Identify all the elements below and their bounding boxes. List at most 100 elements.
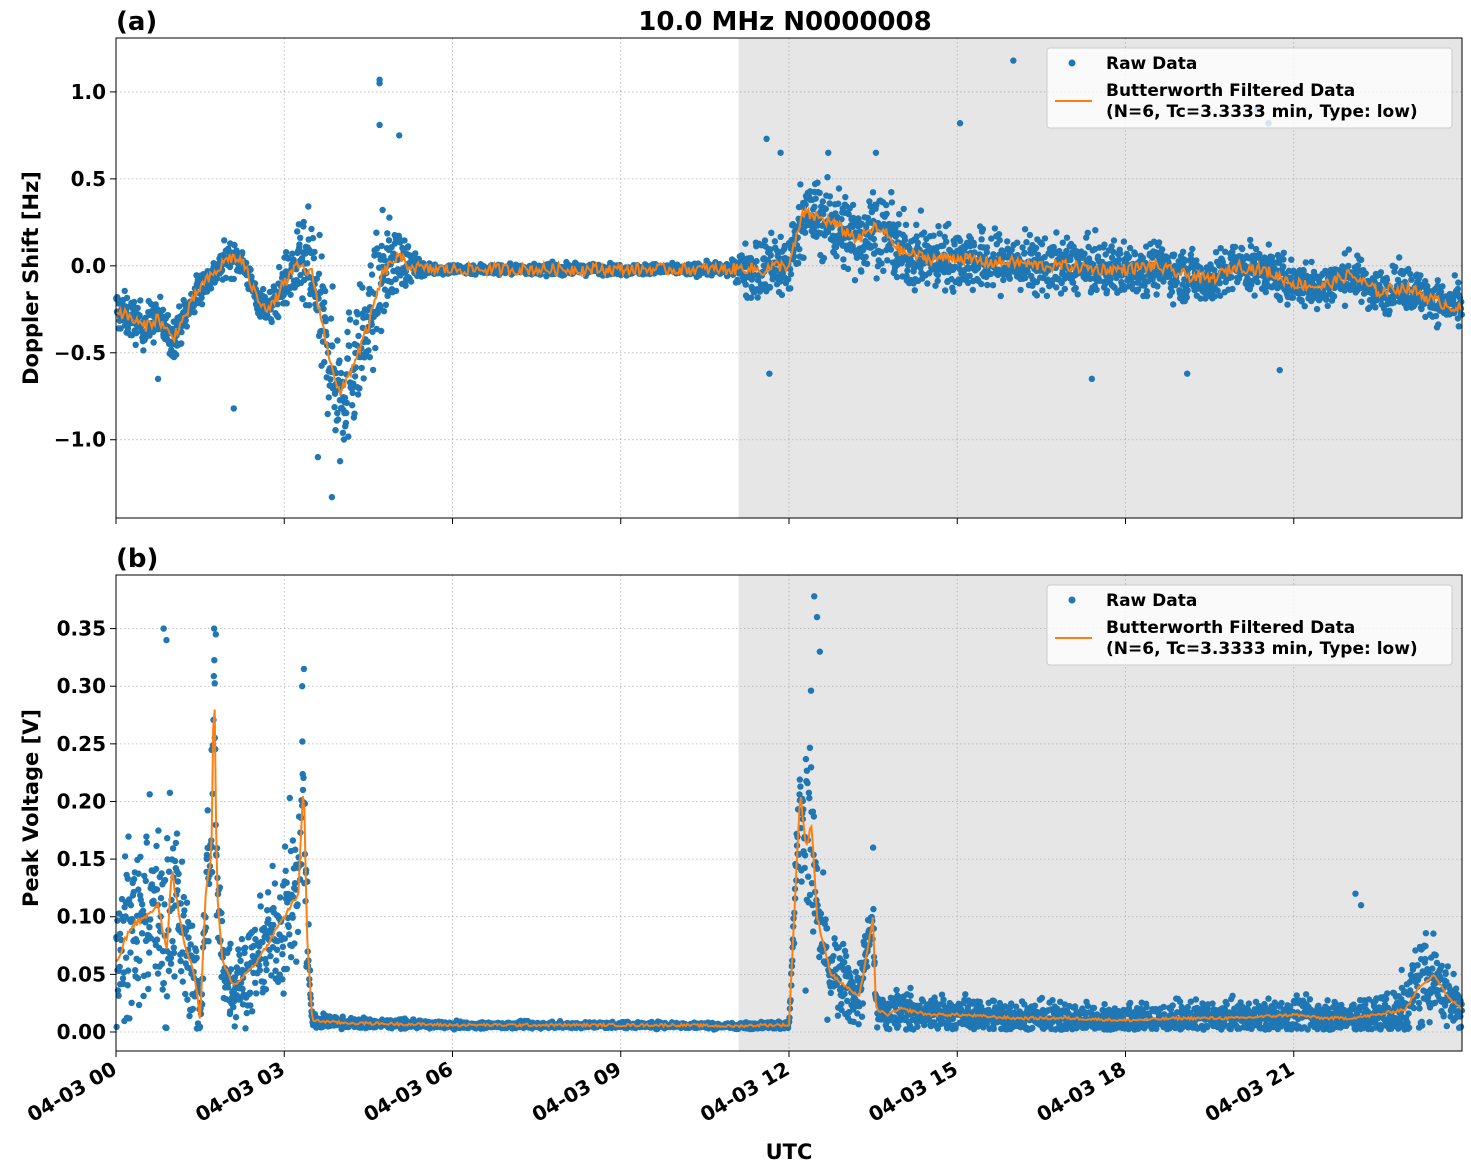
- panel-a-y-ticks: −1.0−0.50.00.51.0: [54, 80, 116, 452]
- raw-data-point: [289, 837, 297, 844]
- raw-data-point: [230, 275, 237, 283]
- raw-data-point: [137, 853, 144, 860]
- raw-data-point: [1170, 301, 1177, 308]
- raw-data-point: [252, 979, 259, 986]
- raw-data-point: [309, 234, 317, 242]
- raw-data-point: [901, 236, 909, 244]
- raw-data-point: [367, 262, 374, 269]
- raw-data-point: [1032, 244, 1040, 252]
- raw-data-point: [264, 889, 272, 896]
- raw-data-point: [851, 277, 859, 284]
- raw-data-point: [160, 980, 167, 987]
- raw-data-point: [135, 886, 142, 893]
- raw-data-point: [152, 865, 160, 873]
- raw-data-point: [289, 250, 296, 257]
- raw-data-point: [273, 957, 280, 964]
- raw-data-point: [842, 193, 849, 201]
- raw-data-point: [152, 301, 159, 308]
- raw-data-point: [895, 221, 902, 228]
- raw-data-point: [379, 206, 386, 214]
- raw-data-point: [116, 930, 124, 937]
- raw-data-point: [883, 201, 890, 209]
- raw-data-point: [153, 842, 160, 850]
- legend-filtered-label: Butterworth Filtered Data: [1106, 81, 1355, 101]
- raw-data-point: [246, 989, 254, 996]
- raw-data-point: [211, 680, 218, 687]
- raw-data-point: [226, 263, 234, 271]
- raw-data-point: [285, 255, 292, 262]
- raw-data-outlier: [396, 132, 403, 139]
- raw-data-point: [1308, 258, 1315, 266]
- raw-data-point: [161, 901, 168, 908]
- raw-data-point: [173, 830, 181, 837]
- raw-data-point: [1301, 303, 1308, 310]
- raw-data-outlier: [376, 121, 383, 129]
- raw-data-point: [761, 237, 769, 244]
- raw-data-point: [1033, 292, 1041, 299]
- raw-data-outlier: [825, 149, 832, 156]
- raw-data-point: [166, 789, 174, 796]
- raw-data-point: [814, 179, 821, 186]
- raw-data-point: [1131, 251, 1139, 258]
- raw-data-point: [1184, 287, 1191, 294]
- raw-data-point: [893, 273, 901, 281]
- raw-data-point: [237, 957, 244, 964]
- raw-data-point: [1288, 256, 1295, 263]
- raw-data-point: [343, 399, 350, 407]
- raw-data-point: [1284, 301, 1291, 308]
- raw-data-point: [345, 309, 353, 316]
- raw-data-point: [346, 342, 353, 350]
- raw-data-point: [378, 242, 385, 250]
- raw-data-point: [327, 376, 334, 383]
- raw-data-point: [800, 254, 807, 261]
- raw-data-outlier: [777, 149, 784, 156]
- raw-data-point: [869, 189, 877, 196]
- raw-data-point: [1392, 263, 1399, 271]
- raw-data-point: [1454, 285, 1462, 293]
- raw-data-point: [1103, 287, 1111, 294]
- raw-data-point: [1153, 291, 1160, 298]
- raw-data-point: [300, 218, 307, 226]
- raw-data-point: [142, 877, 149, 885]
- raw-data-point: [127, 949, 134, 956]
- raw-data-point: [870, 235, 877, 243]
- raw-data-outlier: [314, 453, 322, 461]
- raw-data-point: [273, 946, 281, 953]
- raw-data-point: [1362, 270, 1369, 277]
- raw-data-point: [354, 311, 361, 318]
- raw-data-point: [951, 241, 958, 248]
- raw-data-point: [178, 968, 185, 975]
- raw-data-point: [221, 237, 228, 244]
- raw-data-point: [239, 985, 246, 993]
- raw-data-point: [251, 926, 259, 933]
- raw-data-point: [902, 221, 910, 228]
- raw-data-point: [170, 949, 178, 956]
- y-tick-label: 1.0: [71, 80, 106, 104]
- raw-data-point: [247, 1002, 254, 1009]
- panel-a-legend: Raw Data Butterworth Filtered Data (N=6,…: [1046, 47, 1453, 129]
- raw-data-point: [296, 241, 303, 248]
- raw-data-point: [308, 225, 315, 233]
- raw-data-point: [1396, 254, 1403, 261]
- raw-data-point: [753, 257, 760, 265]
- raw-data-point: [329, 283, 336, 290]
- raw-data-point: [1093, 286, 1100, 293]
- raw-data-point: [193, 954, 200, 962]
- raw-data-point: [1377, 269, 1385, 276]
- raw-data-point: [355, 332, 362, 340]
- y-tick-label: 0.5: [71, 167, 106, 191]
- raw-data-point: [392, 276, 399, 283]
- raw-data-point: [283, 300, 290, 307]
- raw-data-point: [1256, 250, 1263, 258]
- raw-data-point: [286, 794, 293, 802]
- raw-data-point: [1202, 295, 1209, 302]
- raw-data-point: [283, 965, 291, 973]
- raw-data-point: [924, 280, 931, 287]
- raw-data-point: [1110, 237, 1118, 244]
- raw-data-point: [1390, 299, 1398, 306]
- raw-data-point: [324, 410, 331, 418]
- raw-data-point: [137, 297, 144, 304]
- raw-data-point: [1021, 226, 1029, 233]
- raw-data-point: [275, 313, 282, 321]
- raw-data-point: [247, 266, 254, 273]
